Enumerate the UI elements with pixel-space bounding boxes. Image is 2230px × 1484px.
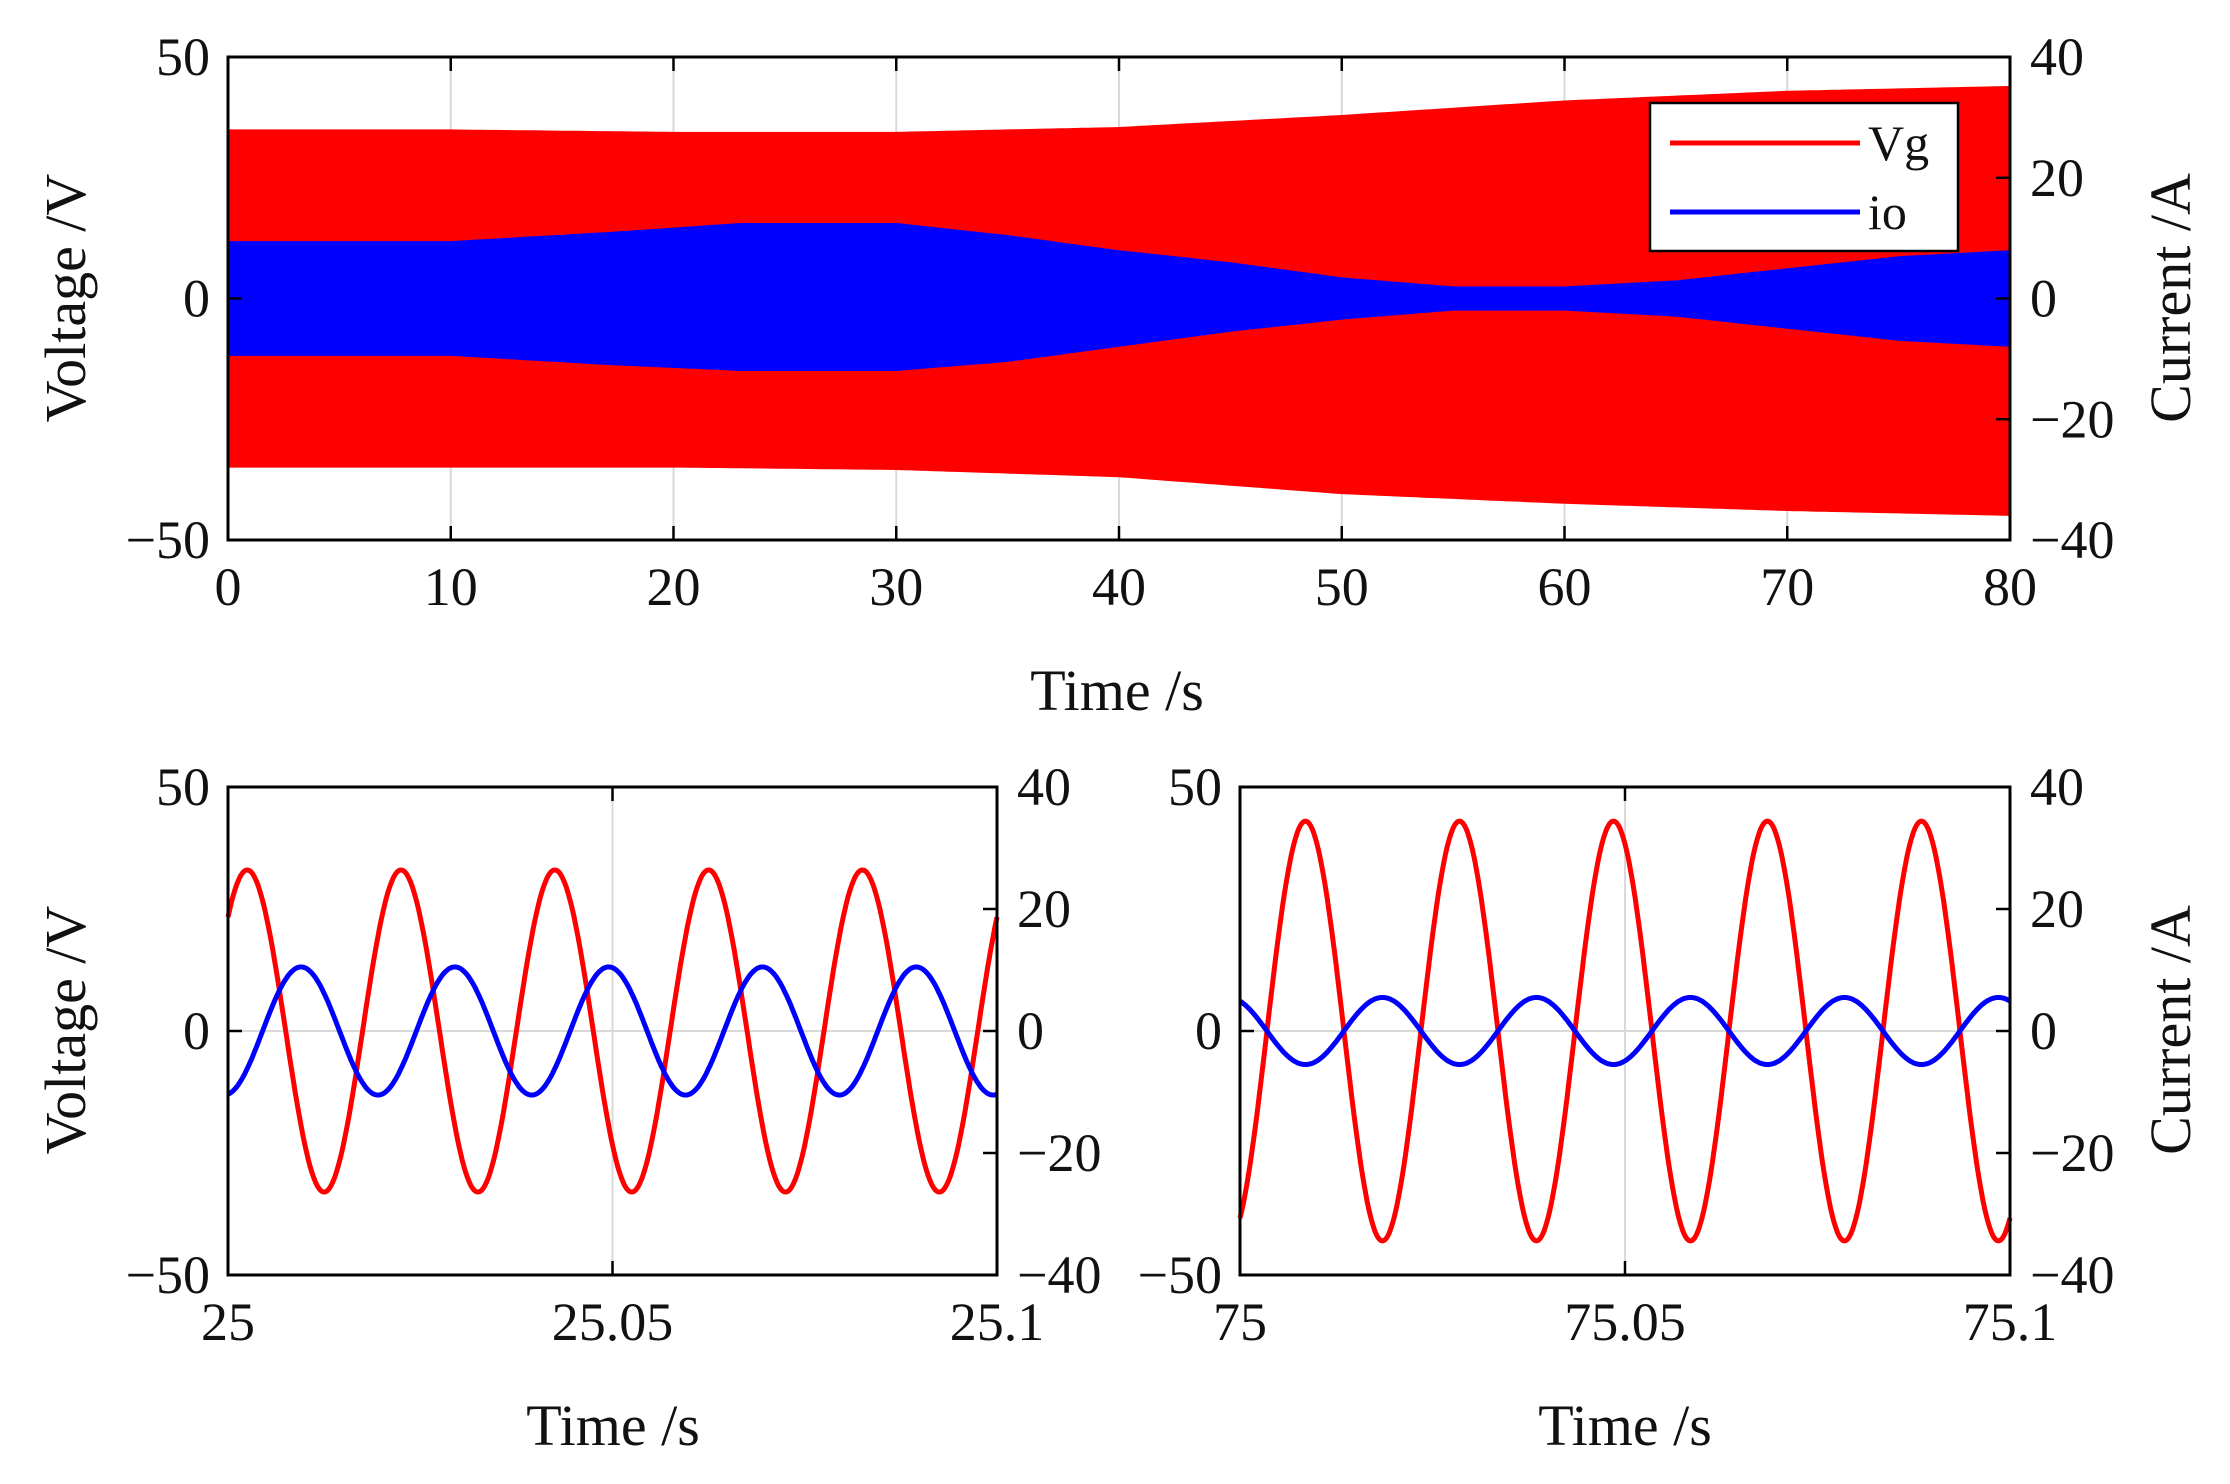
y-left-tick-label: −50 (1138, 1245, 1222, 1305)
x-tick-label: 25.1 (950, 1292, 1045, 1352)
zoom-75-panel: 75 75.05 75.1 50 0 −50 40 20 0 −20 −40 Time /s Cur… (1138, 757, 2203, 1458)
zoom-75-grid (1240, 787, 2010, 1275)
overview-xlabel: Time /s (1030, 658, 1204, 723)
x-tick-label: 80 (1983, 557, 2037, 617)
zoom-75-xlabel: Time /s (1538, 1393, 1712, 1458)
y-right-tick-label: 40 (2030, 27, 2084, 87)
y-right-tick-label: −40 (1017, 1245, 1101, 1305)
overview-ylabel-left: Voltage /V (33, 174, 98, 423)
y-right-tick-label: −20 (1017, 1123, 1101, 1183)
y-right-tick-label: −40 (2030, 1245, 2114, 1305)
io-trace (226, 964, 998, 1098)
legend-label-vg: Vg (1868, 115, 1929, 171)
y-right-tick-label: 40 (2030, 757, 2084, 817)
y-left-tick-label: 50 (156, 757, 210, 817)
zoom-25-xlabel: Time /s (526, 1393, 700, 1458)
zoom-75-ticks: 75 75.05 75.1 50 0 −50 40 20 0 −20 −40 (1138, 757, 2115, 1352)
y-right-tick-label: −40 (2030, 510, 2114, 570)
x-tick-label: 25.05 (552, 1292, 674, 1352)
zoom-25-ylabel-left: Voltage /V (33, 906, 98, 1155)
x-tick-label: 30 (869, 557, 923, 617)
y-right-tick-label: 20 (2030, 148, 2084, 208)
x-tick-label: 60 (1538, 557, 1592, 617)
y-right-tick-label: 40 (1017, 757, 1071, 817)
legend-box (1648, 101, 1960, 253)
y-left-tick-label: 0 (1195, 1001, 1222, 1061)
y-left-tick-label: −50 (126, 1245, 210, 1305)
zoom-25-grid (228, 787, 997, 1275)
zoom-25-panel: 25 25.05 25.1 50 0 −50 40 20 0 −20 −40 Time /s Vol… (33, 757, 1101, 1458)
zoom-75-ylabel-right: Current /A (2138, 905, 2203, 1155)
x-tick-label: 0 (215, 557, 242, 617)
zoom-25-ticks: 25 25.05 25.1 50 0 −50 40 20 0 −20 −40 (126, 757, 1102, 1352)
x-tick-label: 10 (424, 557, 478, 617)
io-envelope (228, 223, 2010, 371)
vg-trace (1237, 818, 2013, 1244)
y-right-tick-label: 0 (2030, 269, 2057, 329)
y-right-tick-label: 20 (1017, 879, 1071, 939)
x-tick-label: 25 (201, 1292, 255, 1352)
y-left-tick-label: 0 (183, 1001, 210, 1061)
x-tick-label: 40 (1092, 557, 1146, 617)
zoom-25-plot-area (225, 867, 1000, 1195)
y-left-tick-label: 50 (1168, 757, 1222, 817)
x-tick-label: 50 (1315, 557, 1369, 617)
y-right-tick-label: 0 (2030, 1001, 2057, 1061)
y-right-tick-label: 20 (2030, 879, 2084, 939)
legend: Vg io (1648, 101, 1960, 253)
zoom-75-plot-area (1237, 818, 2013, 1244)
x-tick-label: 75.05 (1564, 1292, 1686, 1352)
legend-label-io: io (1868, 184, 1907, 240)
x-tick-label: 75 (1213, 1292, 1267, 1352)
y-left-tick-label: −50 (126, 510, 210, 570)
y-right-tick-label: −20 (2030, 1123, 2114, 1183)
io-trace (1238, 995, 2012, 1067)
overview-ylabel-right: Current /A (2138, 173, 2203, 423)
x-tick-label: 70 (1760, 557, 1814, 617)
y-right-tick-label: 0 (1017, 1001, 1044, 1061)
x-tick-label: 75.1 (1963, 1292, 2058, 1352)
overview-plot-area (228, 86, 2010, 516)
y-right-tick-label: −20 (2030, 389, 2114, 449)
x-tick-label: 20 (647, 557, 701, 617)
y-left-tick-label: 0 (183, 269, 210, 329)
y-left-tick-label: 50 (156, 27, 210, 87)
